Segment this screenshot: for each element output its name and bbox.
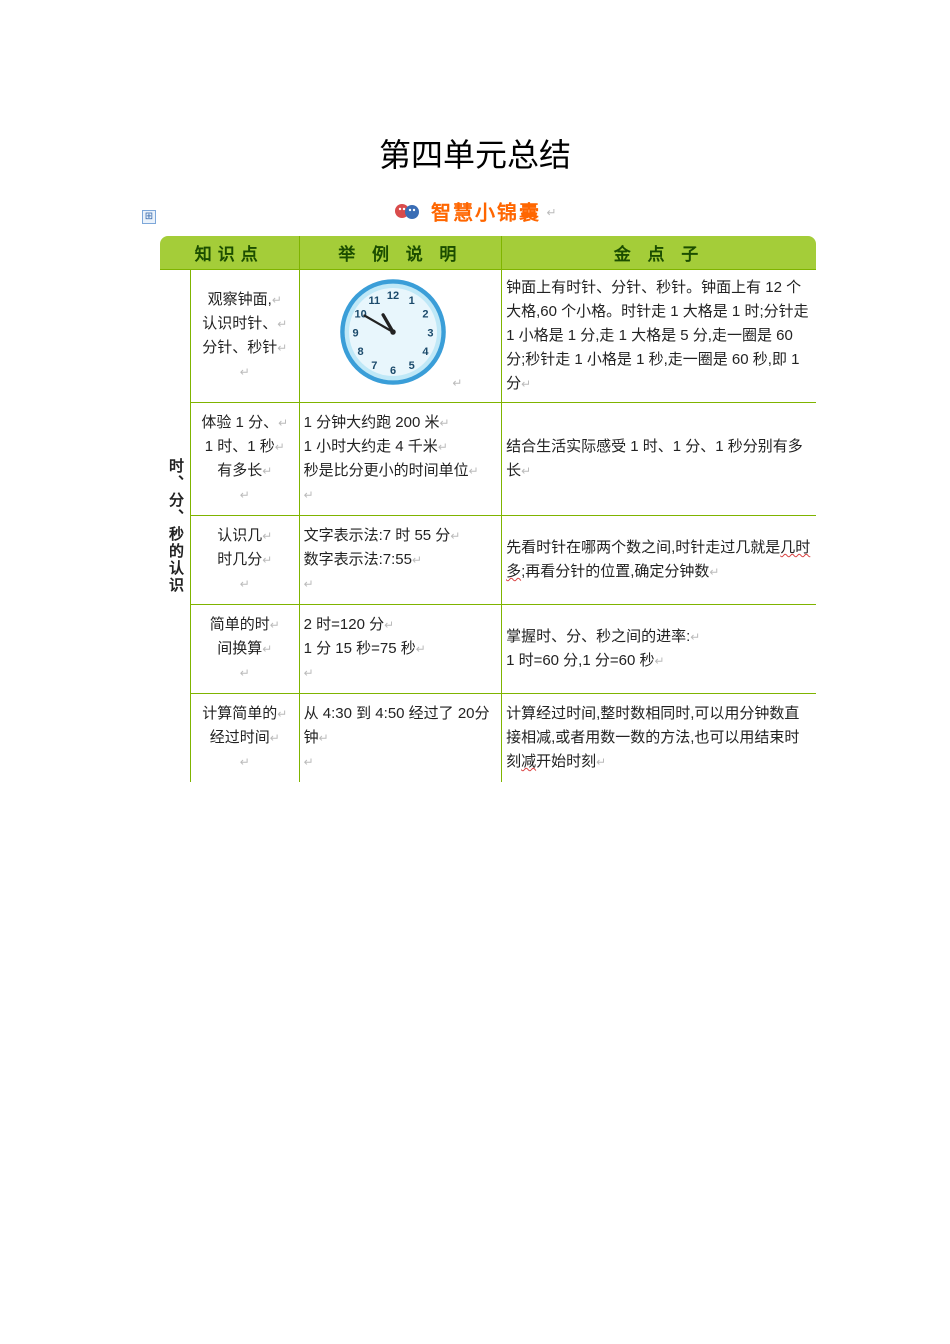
- table-row: 认识几↵时几分↵↵文字表示法:7 时 55 分↵数字表示法:7:55↵↵先看时针…: [159, 516, 817, 605]
- table-row: 简单的时↵间换算↵↵2 时=120 分↵1 分 15 秒=75 秒↵↵掌握时、分…: [159, 605, 817, 694]
- svg-text:6: 6: [390, 365, 396, 377]
- example: 文字表示法:7 时 55 分↵数字表示法:7:55↵↵: [299, 516, 501, 605]
- return-mark: ↵: [547, 205, 557, 219]
- knowledge-point: 体验 1 分、↵1 时、1 秒↵有多长↵↵: [190, 403, 299, 516]
- summary-table: 知识点 举 例 说 明 金 点 子 时、分、秒的认识观察钟面,↵认识时针、↵分针…: [158, 234, 818, 784]
- table-row: 时、分、秒的认识观察钟面,↵认识时针、↵分针、秒针↵↵ 123456789101…: [159, 270, 817, 403]
- header-example: 举 例 说 明: [299, 235, 501, 270]
- svg-text:9: 9: [353, 327, 359, 339]
- section-label: 时、分、秒的认识: [159, 270, 190, 784]
- page-title: 第四单元总结: [140, 130, 810, 176]
- example: 从 4:30 到 4:50 经过了 20分钟↵↵: [299, 694, 501, 784]
- table-anchor-icon: ⊞: [142, 210, 156, 224]
- example: 123456789101112 ↵: [299, 270, 501, 403]
- golden-tip: 先看时针在哪两个数之间,时针走过几就是几时多;再看分针的位置,确定分钟数↵: [502, 516, 817, 605]
- knowledge-point: 观察钟面,↵认识时针、↵分针、秒针↵↵: [190, 270, 299, 403]
- svg-text:4: 4: [423, 346, 430, 358]
- knowledge-point: 简单的时↵间换算↵↵: [190, 605, 299, 694]
- knowledge-point: 认识几↵时几分↵↵: [190, 516, 299, 605]
- svg-text:8: 8: [358, 346, 364, 358]
- golden-tip: 钟面上有时针、分针、秒针。钟面上有 12 个大格,60 个小格。时针走 1 大格…: [502, 270, 817, 403]
- svg-text:12: 12: [387, 290, 399, 302]
- svg-text:3: 3: [428, 327, 434, 339]
- example: 2 时=120 分↵1 分 15 秒=75 秒↵↵: [299, 605, 501, 694]
- table-header-row: 知识点 举 例 说 明 金 点 子: [159, 235, 817, 270]
- subtitle-text: 智慧小锦囊: [431, 203, 541, 225]
- header-knowledge: 知识点: [159, 235, 299, 270]
- golden-tip: 结合生活实际感受 1 时、1 分、1 秒分别有多长↵: [502, 403, 817, 516]
- example: 1 分钟大约跑 200 米↵1 小时大约走 4 千米↵秒是比分更小的时间单位↵↵: [299, 403, 501, 516]
- wisdom-icon: [393, 196, 421, 226]
- table-row: 体验 1 分、↵1 时、1 秒↵有多长↵↵1 分钟大约跑 200 米↵1 小时大…: [159, 403, 817, 516]
- subtitle-row: 智慧小锦囊 ↵: [140, 196, 810, 226]
- header-tip: 金 点 子: [502, 235, 817, 270]
- svg-text:11: 11: [369, 295, 381, 307]
- table-row: 计算简单的↵经过时间↵↵从 4:30 到 4:50 经过了 20分钟↵↵计算经过…: [159, 694, 817, 784]
- svg-text:7: 7: [371, 360, 377, 372]
- svg-text:5: 5: [409, 360, 415, 372]
- golden-tip: 掌握时、分、秒之间的进率:↵1 时=60 分,1 分=60 秒↵: [502, 605, 817, 694]
- svg-text:1: 1: [409, 295, 415, 307]
- svg-text:2: 2: [423, 309, 429, 321]
- golden-tip: 计算经过时间,整时数相同时,可以用分钟数直接相减,或者用数一数的方法,也可以用结…: [502, 694, 817, 784]
- knowledge-point: 计算简单的↵经过时间↵↵: [190, 694, 299, 784]
